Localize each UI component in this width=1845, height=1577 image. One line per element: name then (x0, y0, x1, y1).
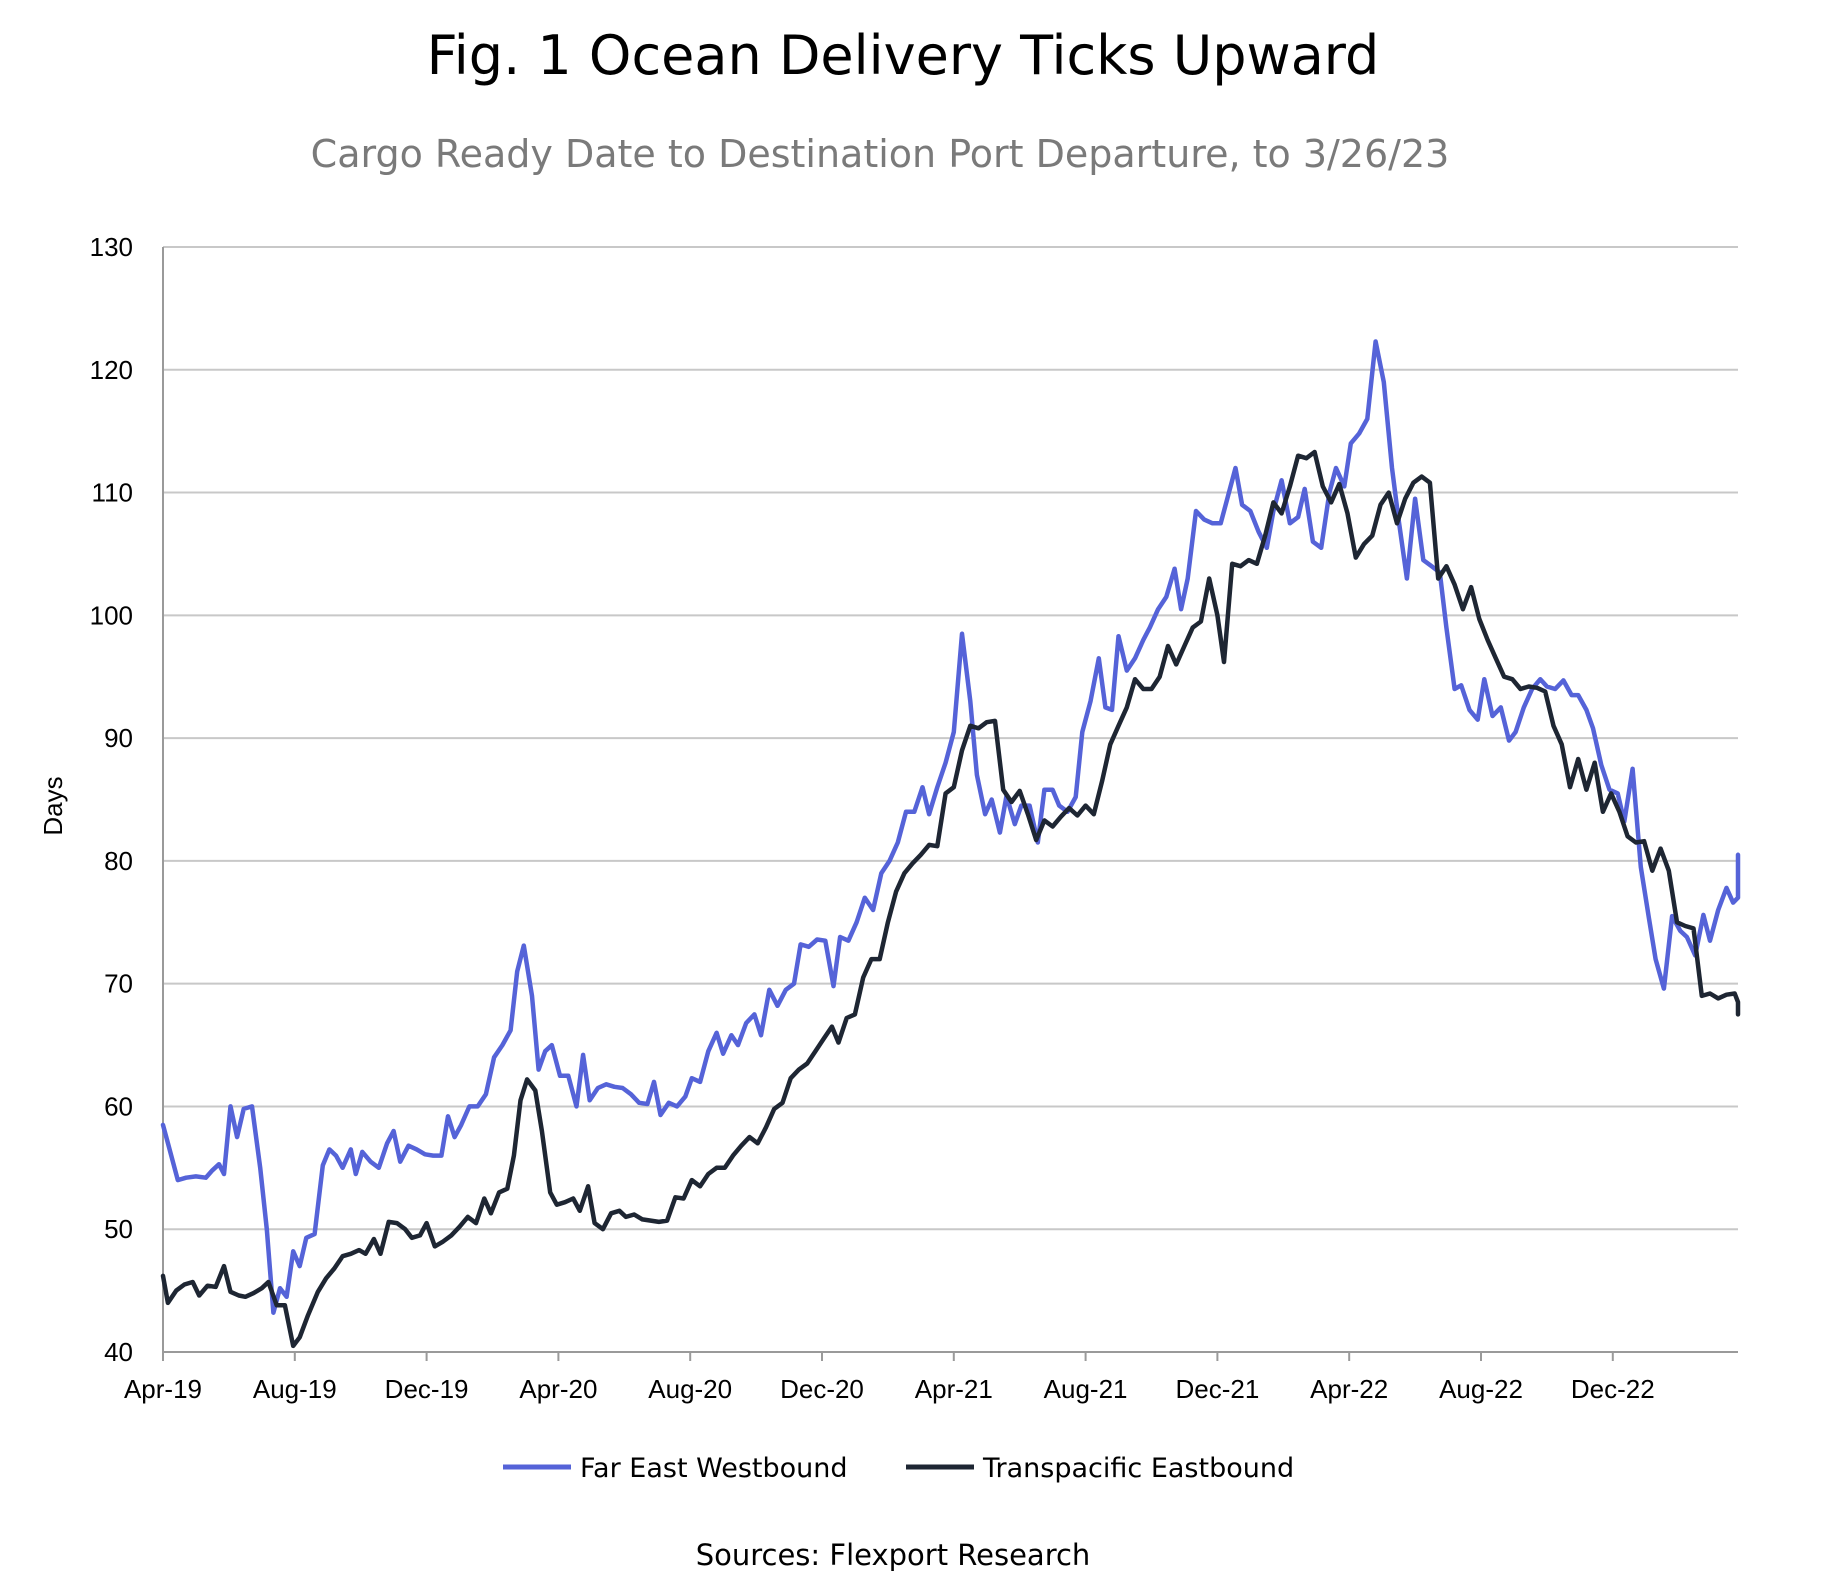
x-tick-label: Aug-21 (1044, 1374, 1128, 1404)
x-tick-label: Apr-21 (915, 1374, 993, 1404)
x-tick-label: Dec-22 (1571, 1374, 1655, 1404)
x-tick-label: Apr-22 (1310, 1374, 1388, 1404)
source-note: Sources: Flexport Research (696, 1538, 1091, 1572)
series-line-0 (160, 339, 1741, 1315)
x-tick-label: Dec-19 (385, 1374, 469, 1404)
x-tick-label: Apr-20 (519, 1374, 597, 1404)
legend: Far East Westbound Transpacific Eastbound (503, 1453, 1294, 1484)
x-axis-ticks: Apr-19 Aug-19 Dec-19 Apr-20 Aug-20 Dec-20 Apr-… (124, 1352, 1655, 1404)
y-tick-label: 120 (90, 355, 133, 385)
y-tick-label: 40 (104, 1337, 133, 1367)
axes (162, 247, 1738, 1353)
legend-label-1: Transpacific Eastbound (982, 1453, 1294, 1484)
x-tick-label: Dec-21 (1175, 1374, 1259, 1404)
legend-label-0: Far East Westbound (580, 1453, 848, 1484)
y-axis-title: Days (38, 776, 68, 835)
x-tick-label: Apr-19 (124, 1374, 202, 1404)
series-line-1 (160, 449, 1741, 1349)
y-axis-ticks: 40 50 60 70 80 90 100 110 120 130 (90, 232, 133, 1367)
y-tick-label: 130 (90, 232, 133, 262)
x-tick-label: Aug-19 (253, 1374, 337, 1404)
chart-title: Fig. 1 Ocean Delivery Ticks Upward (427, 24, 1380, 87)
series-lines (160, 339, 1741, 1349)
x-tick-label: Aug-20 (648, 1374, 732, 1404)
y-tick-label: 90 (104, 723, 133, 753)
y-tick-label: 100 (90, 600, 133, 630)
y-tick-label: 80 (104, 846, 133, 876)
y-tick-label: 70 (104, 969, 133, 999)
y-tick-label: 60 (104, 1091, 133, 1121)
x-tick-label: Aug-22 (1439, 1374, 1523, 1404)
x-tick-label: Dec-20 (780, 1374, 864, 1404)
y-tick-label: 110 (92, 478, 133, 508)
chart-subtitle: Cargo Ready Date to Destination Port Dep… (311, 132, 1450, 176)
y-tick-label: 50 (104, 1214, 133, 1244)
